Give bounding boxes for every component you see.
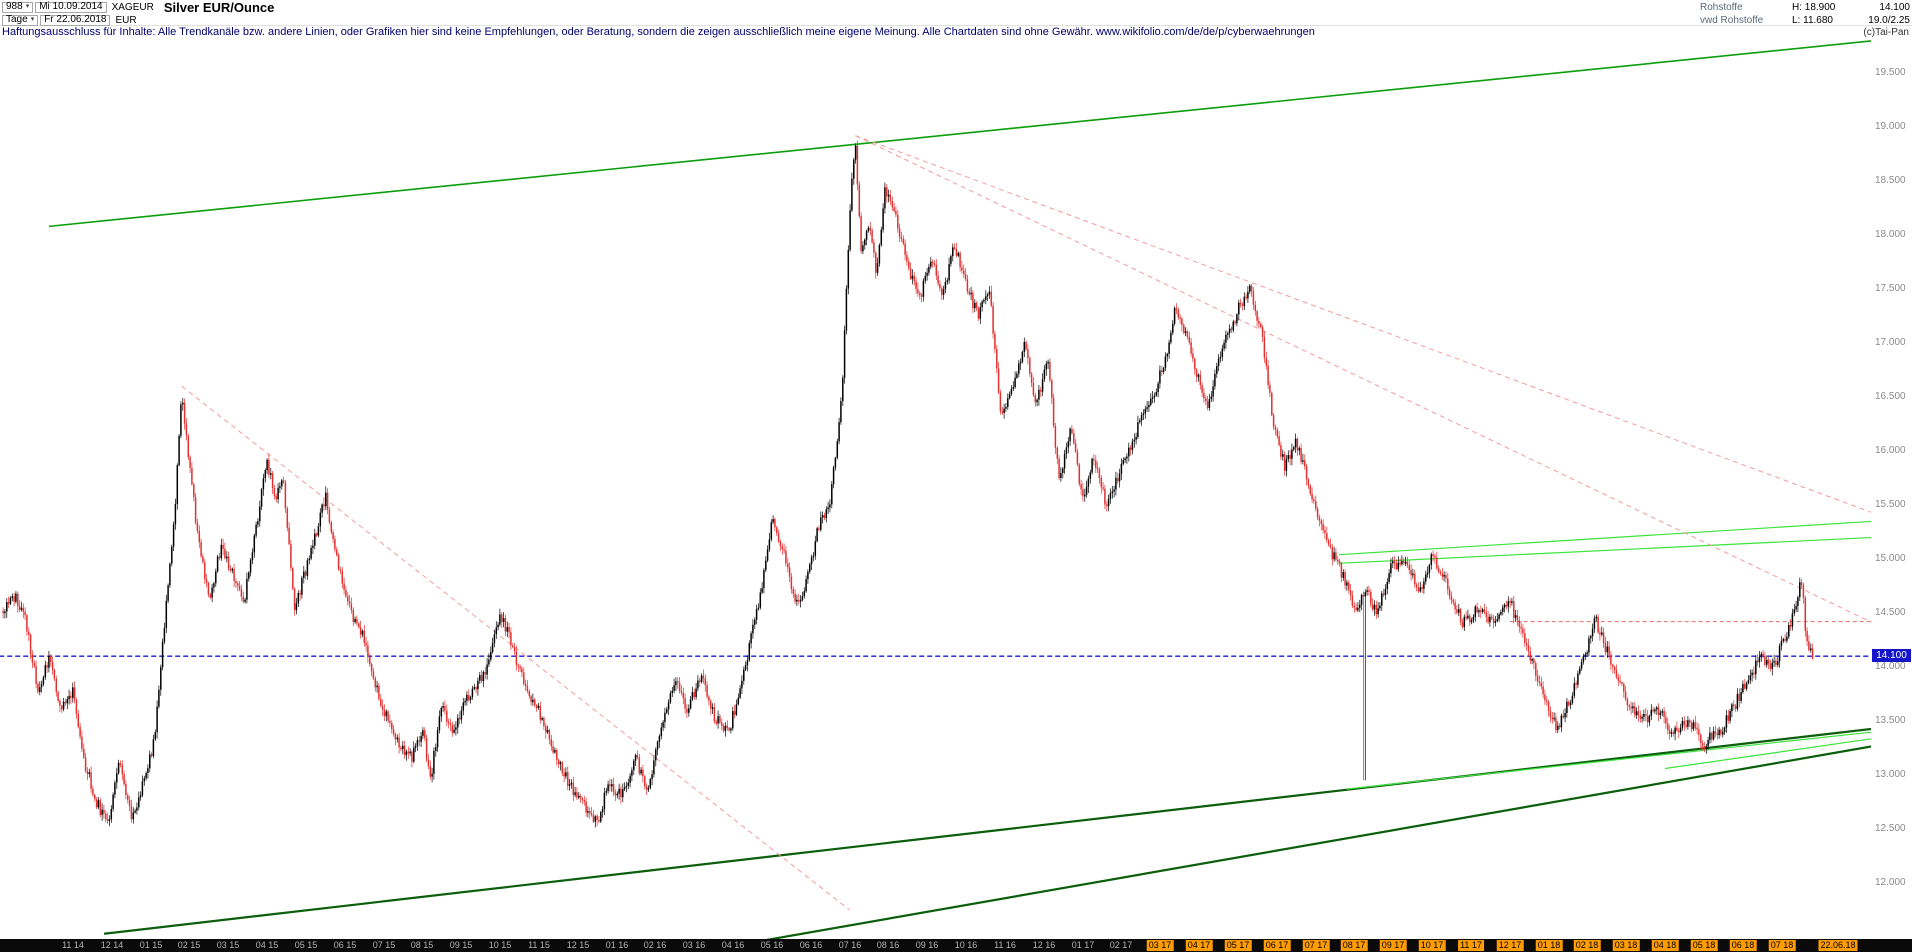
disclaimer-row: Haftungsausschluss für Inhalte: Alle Tre… [0,26,1912,39]
x-axis-label: 02 15 [177,940,201,950]
date-from-field[interactable]: Mi 10.09.2014 [35,1,107,13]
date-to-field[interactable]: Fr 22.06.2018 [40,14,111,26]
x-axis-label: 02 17 [1109,940,1133,950]
x-axis-label: 07 16 [838,940,862,950]
x-axis-label: 11 15 [528,940,550,950]
x-axis-label: 01 17 [1071,940,1095,950]
chevron-down-icon: ▾ [30,16,35,23]
x-axis-label: 09 17 [1379,940,1407,951]
x-axis-label: 08 17 [1340,940,1368,951]
last-price-value: 14.100 [1879,1,1910,13]
x-axis-label: 10 15 [488,940,512,950]
x-axis-label: 08 15 [410,940,434,950]
currency-label: EUR [115,14,137,26]
x-axis-label: 04 16 [721,940,745,950]
resistance-brightgreen-1 [1338,520,1871,556]
downtrend-red-main [855,135,1871,513]
x-axis-label: 05 18 [1690,940,1718,951]
period-dropdown[interactable]: Tage ▾ [2,14,39,26]
bars-count-dropdown[interactable]: 988 ▾ [2,1,34,13]
x-axis-label: 07 17 [1302,940,1330,951]
x-axis-label: 11 17 [1458,940,1484,951]
x-axis-label: 12 15 [566,940,590,950]
symbol-label: XAGEUR [111,1,154,13]
downtrend-red-left [181,385,850,911]
x-axis-label: 12 16 [1032,940,1056,950]
x-axis-label: 03 15 [216,940,240,950]
current-price-tag: 14.100 [1872,649,1911,663]
toolbar-left: 988 ▾ Mi 10.09.2014 XAGEUR Silver EUR/Ou… [0,0,274,26]
tai-pan-credit: (c)Tai-Pan [1863,27,1909,38]
x-axis-label: 05 17 [1224,940,1252,951]
x-axis-label: 03 17 [1146,940,1174,951]
x-axis-final-date-label: 22.06.18 [1818,940,1858,951]
x-axis-label: 03 16 [682,940,706,950]
x-axis-label: 09 16 [915,940,939,950]
candles-down [2,145,1814,822]
x-axis-label: 05 15 [294,940,318,950]
x-axis-label: 05 16 [760,940,784,950]
x-axis-label: 10 16 [954,940,978,950]
x-axis-label: 06 16 [799,940,823,950]
period-high-value: H: 18.900 [1792,1,1836,13]
x-axis-label: 12 17 [1496,940,1524,951]
long-support-darkgreen-1 [103,727,1871,935]
x-axis-label: 07 15 [372,940,396,950]
disclaimer-text: Haftungsausschluss für Inhalte: Alle Tre… [2,26,1315,38]
x-axis-label: 01 16 [605,940,629,950]
chart-title: Silver EUR/Ounce [163,0,275,15]
x-axis-label: 04 15 [255,940,279,950]
resistance-brightgreen-2 [1338,536,1871,564]
candles-up [4,143,1812,828]
candles-down [2,140,1813,826]
period-low-value: L: 11.680 [1792,14,1833,26]
period-value: Tage [6,14,28,25]
x-axis-label: 12 14 [100,940,124,950]
x-axis-label: 01 15 [139,940,163,950]
x-axis-label: 02 18 [1573,940,1601,951]
x-axis-label: 11 16 [994,940,1016,950]
x-axis-label: 06 17 [1263,940,1291,951]
candles-up [4,145,1812,822]
x-axis-label: 02 16 [643,940,667,950]
quote-provider-1: Rohstoffe [1700,1,1743,13]
x-axis-label: 04 17 [1185,940,1213,951]
x-axis-label: 03 18 [1612,940,1640,951]
quote-provider-2: vwd Rohstoffe [1700,14,1764,26]
upper-resistance-green [48,40,1871,228]
quote-panel: Rohstoffe H: 18.900 14.100 vwd Rohstoffe… [1700,0,1912,26]
downtrend-red-steep [855,135,1871,623]
x-axis-label: 06 18 [1729,940,1757,951]
x-axis-label: 07 18 [1768,940,1796,951]
bars-count-value: 988 [6,1,23,12]
x-axis-label: 08 16 [876,940,900,950]
support-brightgreen-2 [1664,738,1871,770]
support-brightgreen-1 [1346,731,1871,790]
long-support-darkgreen-2 [765,745,1871,939]
x-axis-label: 04 18 [1651,940,1679,951]
x-axis-label: 06 15 [333,940,357,950]
x-axis-label: 09 15 [449,940,473,950]
x-axis[interactable]: 11 14 12 14 01 15 02 15 03 15 04 15 05 15 06 15… [0,939,1912,952]
x-axis-label: 01 18 [1535,940,1563,951]
x-axis-label: 10 17 [1418,940,1446,951]
chevron-down-icon: ▾ [25,3,30,10]
toolbar: 988 ▾ Mi 10.09.2014 XAGEUR Silver EUR/Ou… [0,0,1912,26]
x-axis-label: 11 14 [62,940,84,950]
quote-extra-value: 19.0/2.25 [1868,14,1910,26]
